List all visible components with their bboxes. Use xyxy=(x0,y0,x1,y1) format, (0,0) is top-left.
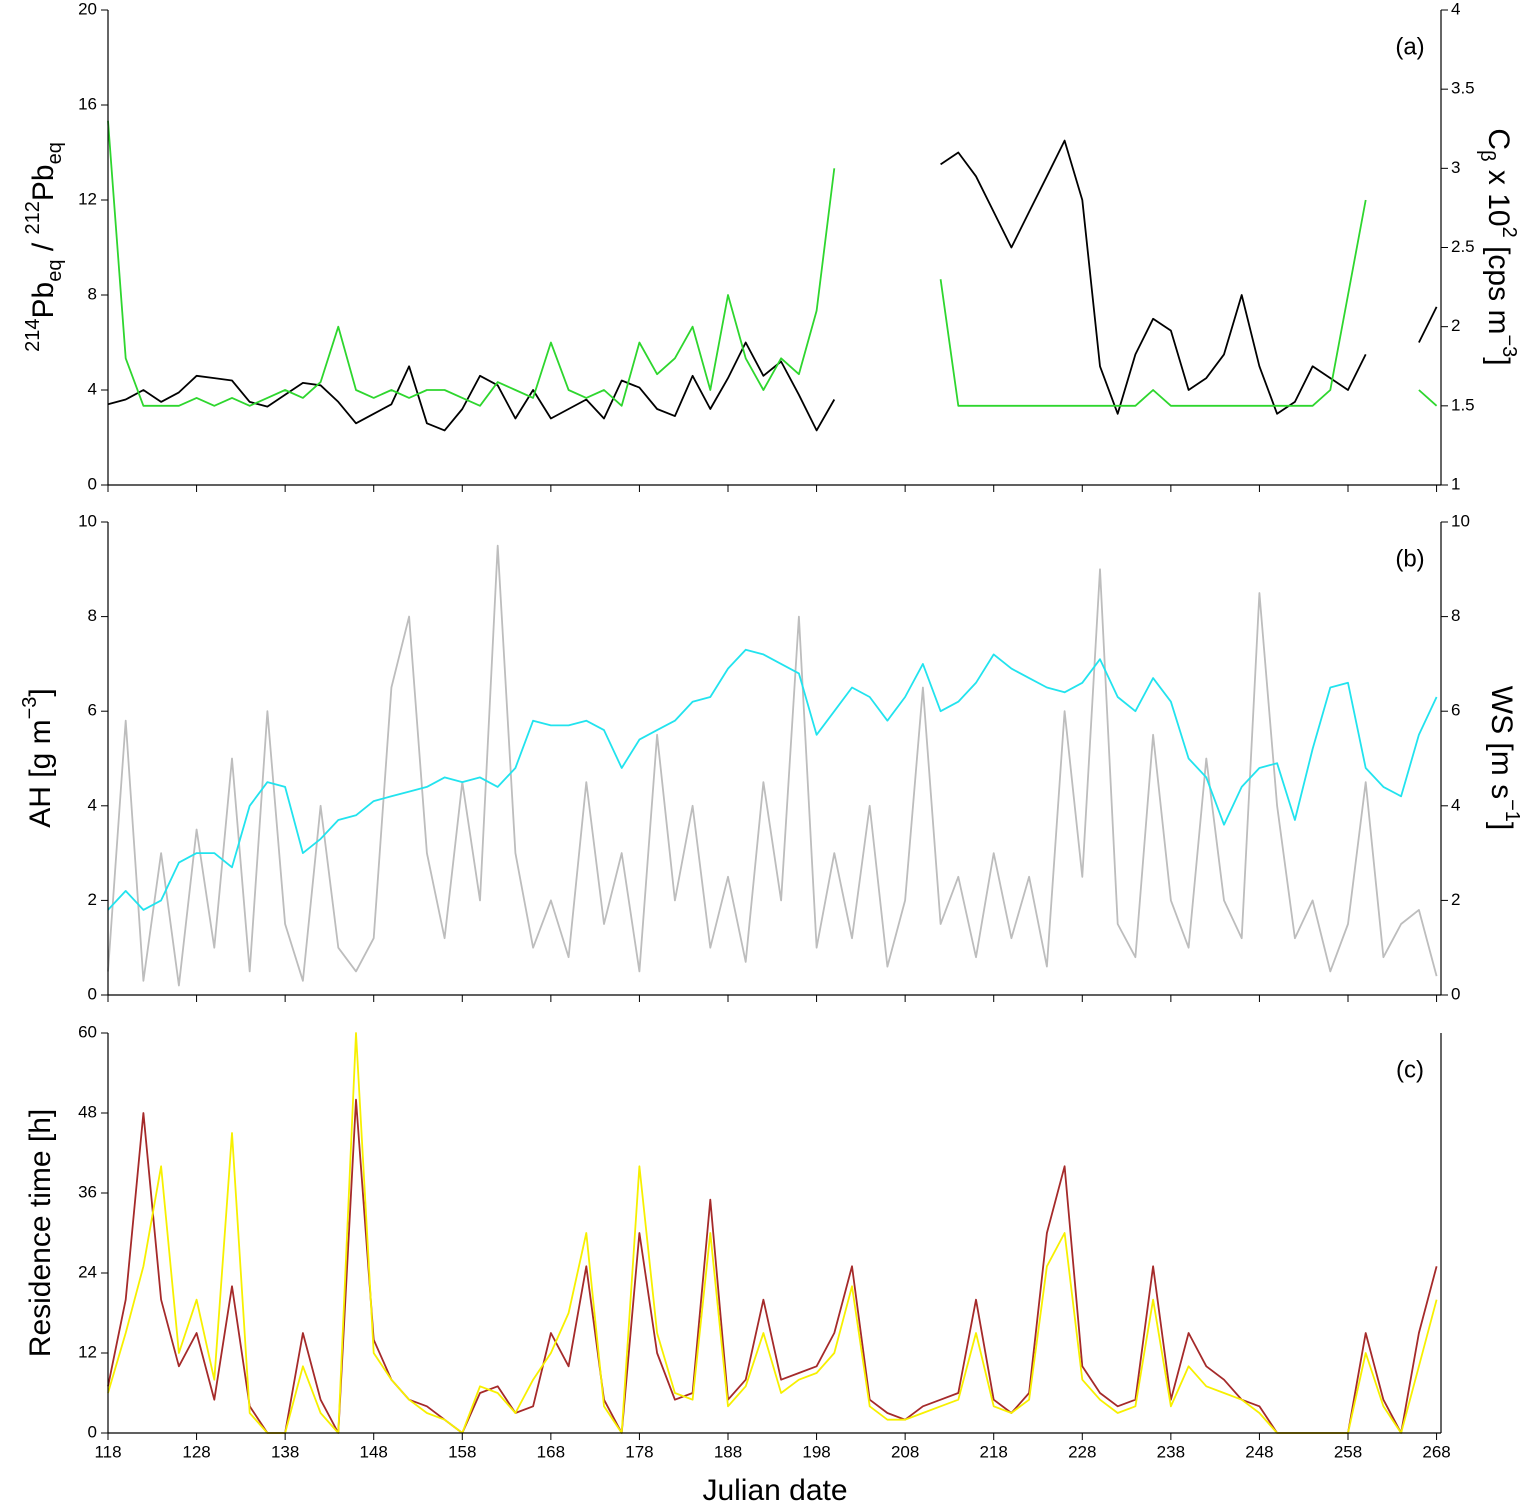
label-part: WS [m s xyxy=(1485,686,1518,799)
x-tick-label: 248 xyxy=(1245,1442,1273,1461)
label-part: [cps m xyxy=(1482,238,1515,335)
y2-tick-label: 3.5 xyxy=(1451,79,1475,98)
y-axis-label: AH [g m−3] xyxy=(19,688,57,828)
y2-tick-label: 2 xyxy=(1451,316,1460,335)
x-tick-label: 228 xyxy=(1068,1442,1096,1461)
y-tick-label: 20 xyxy=(78,0,97,18)
y2-tick-label: 8 xyxy=(1451,606,1460,625)
y-tick-label: 12 xyxy=(78,189,97,208)
label-part: −3 xyxy=(1498,334,1520,357)
y-tick-label: 48 xyxy=(78,1102,97,1121)
label-part: −1 xyxy=(1501,799,1523,822)
y-tick-label: 0 xyxy=(88,474,97,493)
label-part: Pb xyxy=(27,164,60,201)
data-line xyxy=(107,120,1438,407)
x-tick-label: 168 xyxy=(537,1442,565,1461)
x-tick-label: 218 xyxy=(980,1442,1008,1461)
x-tick-label: 118 xyxy=(94,1442,121,1461)
y-tick-label: 60 xyxy=(78,1022,97,1041)
x-tick-label: 148 xyxy=(360,1442,388,1461)
label-part: C xyxy=(1482,128,1515,150)
panel-label: (a) xyxy=(1395,33,1424,60)
panel-label: (b) xyxy=(1395,545,1424,572)
y2-tick-label: 1 xyxy=(1451,474,1460,493)
label-part: 214 xyxy=(22,318,44,351)
y2-tick-label: 10 xyxy=(1451,511,1470,530)
data-line xyxy=(107,544,1438,987)
y2-axis-label: Cβ x 102 [cps m−3] xyxy=(1476,128,1520,365)
y-tick-label: 0 xyxy=(88,1422,97,1441)
y2-tick-label: 4 xyxy=(1451,0,1460,18)
y-tick-label: 8 xyxy=(88,606,97,625)
x-tick-label: 208 xyxy=(891,1442,919,1461)
y-tick-label: 10 xyxy=(78,511,97,530)
x-tick-label: 198 xyxy=(802,1442,830,1461)
label-part: 212 xyxy=(22,201,44,234)
y-tick-label: 8 xyxy=(88,284,97,303)
label-part: ] xyxy=(24,688,57,696)
label-part: −3 xyxy=(19,697,41,720)
label-part: ] xyxy=(1485,822,1518,830)
x-tick-label: 188 xyxy=(714,1442,742,1461)
label-part: eq xyxy=(44,142,66,164)
y2-axis-label: WS [m s−1] xyxy=(1485,686,1523,830)
label-part: ] xyxy=(1482,357,1515,365)
y-axis-label: 214Pbeq / 212Pbeq xyxy=(22,142,66,352)
data-line xyxy=(107,648,1438,911)
label-part: β xyxy=(1476,150,1498,162)
y2-tick-label: 2 xyxy=(1451,890,1460,909)
y-tick-label: 6 xyxy=(88,701,97,720)
y2-tick-label: 4 xyxy=(1451,795,1460,814)
y-tick-label: 4 xyxy=(88,379,97,398)
data-line xyxy=(107,1098,1438,1434)
x-axis-label: Julian date xyxy=(702,1474,847,1507)
data-line xyxy=(107,139,1438,432)
x-tick-label: 158 xyxy=(448,1442,476,1461)
x-tick-label: 258 xyxy=(1334,1442,1362,1461)
y-tick-label: 2 xyxy=(88,890,97,909)
x-tick-label: 178 xyxy=(625,1442,653,1461)
label-part: Pb xyxy=(27,282,60,319)
x-tick-label: 238 xyxy=(1157,1442,1185,1461)
y2-tick-label: 3 xyxy=(1451,158,1460,177)
label-part: Residence time [h] xyxy=(24,1109,57,1357)
label-part: x 10 xyxy=(1482,162,1515,227)
y-tick-label: 4 xyxy=(88,795,97,814)
panel-label: (c) xyxy=(1396,1056,1424,1083)
y-axis-label: Residence time [h] xyxy=(24,1109,57,1357)
y2-tick-label: 2.5 xyxy=(1451,237,1475,256)
label-part: eq xyxy=(44,260,66,282)
y-tick-label: 16 xyxy=(78,94,97,113)
x-tick-label: 138 xyxy=(271,1442,299,1461)
label-part: AH [g m xyxy=(24,719,57,827)
y-tick-label: 36 xyxy=(78,1182,97,1201)
y2-tick-label: 0 xyxy=(1451,984,1460,1003)
x-tick-label: 128 xyxy=(182,1442,210,1461)
y2-tick-label: 6 xyxy=(1451,701,1460,720)
y2-tick-label: 1.5 xyxy=(1451,395,1475,414)
y-tick-label: 24 xyxy=(78,1262,97,1281)
y-tick-label: 0 xyxy=(88,984,97,1003)
label-part: / xyxy=(27,234,60,259)
data-line xyxy=(107,1032,1438,1434)
label-part: 2 xyxy=(1498,227,1520,238)
x-tick-label: 268 xyxy=(1422,1442,1450,1461)
y-tick-label: 12 xyxy=(78,1342,97,1361)
